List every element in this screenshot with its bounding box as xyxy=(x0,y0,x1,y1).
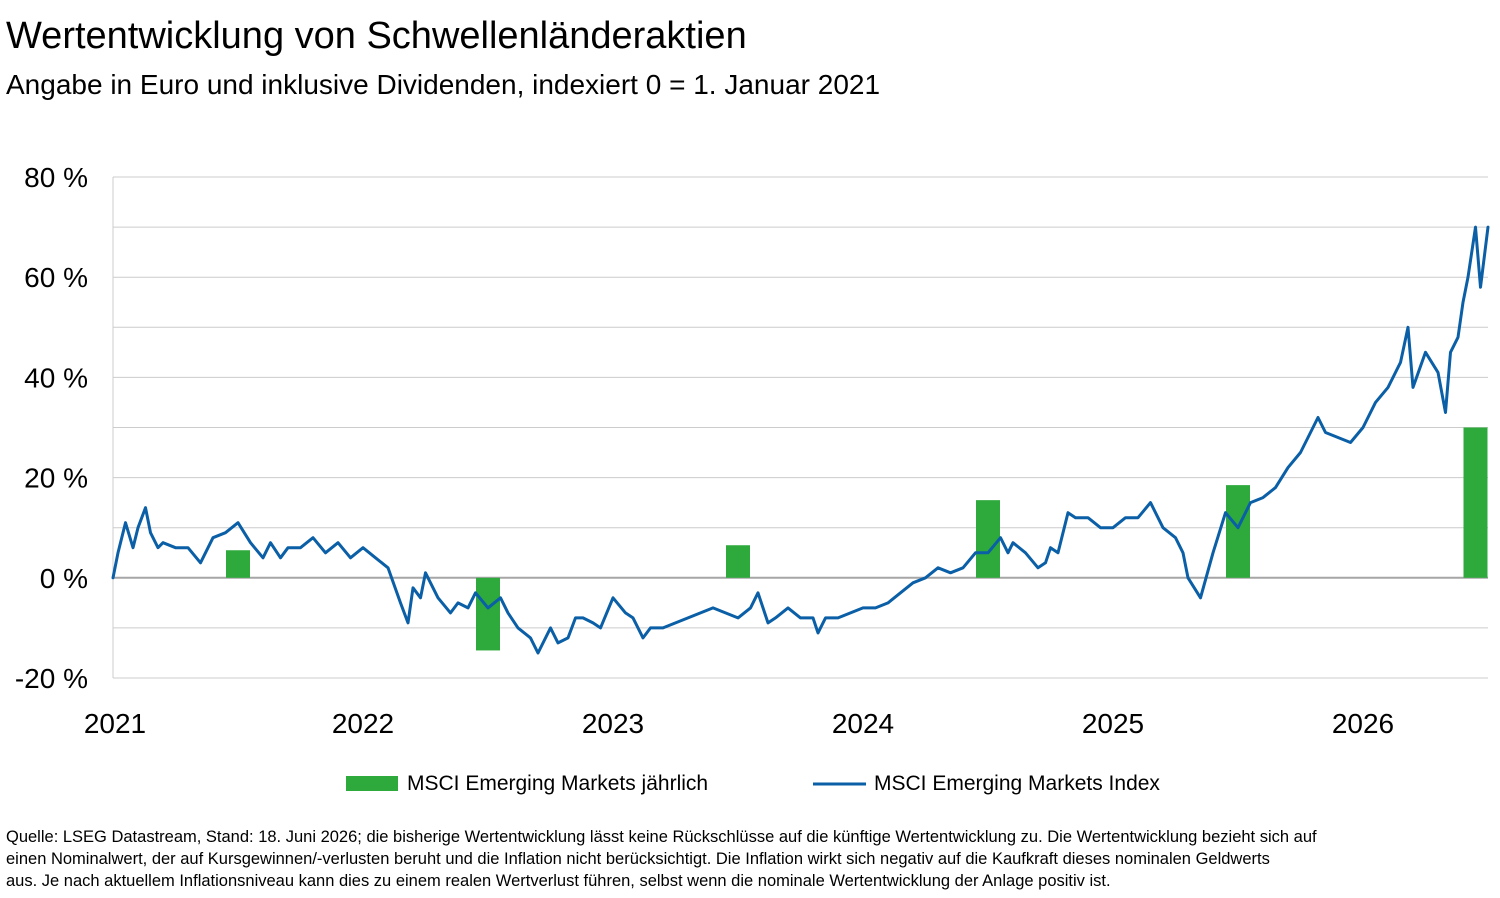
bar xyxy=(726,545,750,578)
source-note: Quelle: LSEG Datastream, Stand: 18. Juni… xyxy=(6,826,1486,892)
chart: -20 % 0 % 20 % 40 % 60 % 80 % 2021 2022 2023 2024… xyxy=(15,162,1490,795)
y-tick-label: 60 % xyxy=(24,262,88,293)
source-line-1: Quelle: LSEG Datastream, Stand: 18. Juni… xyxy=(6,828,1317,846)
y-tick-label: 80 % xyxy=(24,162,88,193)
x-tick-label: 2021 xyxy=(84,708,146,739)
bar xyxy=(976,500,1000,578)
source-line-3: aus. Je nach aktuellem Inflationsniveau … xyxy=(6,872,1111,890)
source-line-2: einen Nominalwert, der auf Kursgewinnen/… xyxy=(6,850,1270,868)
bar xyxy=(476,577,500,651)
y-tick-label: 20 % xyxy=(24,463,88,494)
bar xyxy=(226,550,250,578)
x-tick-label: 2023 xyxy=(582,708,644,739)
x-tick-label: 2022 xyxy=(332,708,394,739)
y-tick-label: -20 % xyxy=(15,663,88,694)
y-tick-label: 40 % xyxy=(24,362,88,393)
y-tick-label: 0 % xyxy=(40,563,88,594)
legend-bar-label: MSCI Emerging Markets jährlich xyxy=(407,772,708,795)
bar xyxy=(1463,427,1488,578)
legend-line-label: MSCI Emerging Markets Index xyxy=(874,772,1160,795)
x-tick-label: 2025 xyxy=(1082,708,1144,739)
x-tick-label: 2024 xyxy=(832,708,894,739)
legend-bar-swatch xyxy=(346,776,398,791)
series-line xyxy=(111,225,1490,655)
bar xyxy=(1226,485,1250,578)
x-tick-label: 2026 xyxy=(1332,708,1394,739)
chart-title: Wertentwicklung von Schwellenländeraktie… xyxy=(6,15,747,57)
chart-subtitle: Angabe in Euro und inklusive Dividenden,… xyxy=(6,69,881,100)
